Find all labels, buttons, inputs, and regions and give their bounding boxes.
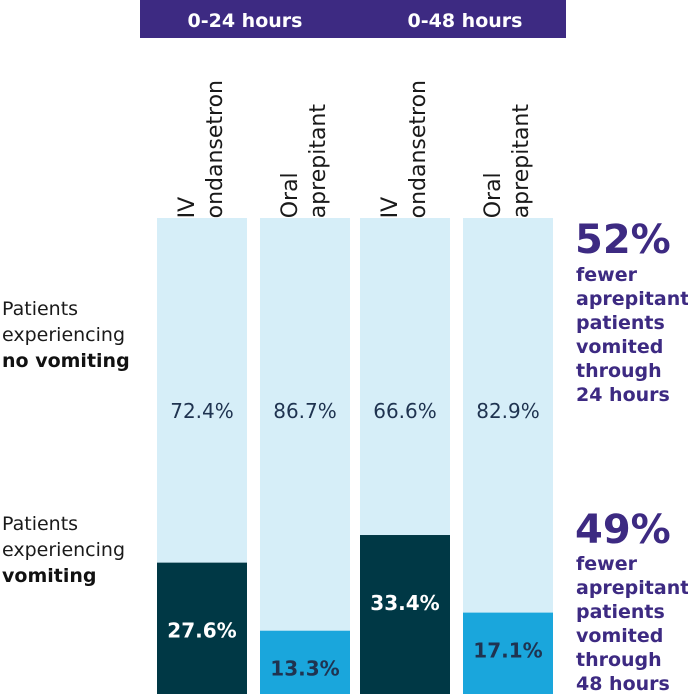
label-vomiting-3: 17.1%: [473, 639, 542, 663]
callout-49-text: fewer aprepitant patients vomited throug…: [576, 553, 688, 695]
bar-vomiting-3: [463, 612, 553, 694]
bar-vomiting-0: [157, 562, 247, 694]
label-no-vomiting-0: 72.4%: [170, 399, 234, 423]
row-label-vomiting: Patients experiencing vomiting: [2, 513, 125, 587]
bar-vomiting-2: [360, 535, 450, 694]
bar-no-vomiting-1: [260, 218, 350, 631]
period-label-24h: 0-24 hours: [187, 10, 303, 32]
bar-no-vomiting-3: [463, 218, 553, 613]
label-no-vomiting-1: 86.7%: [273, 399, 337, 423]
label-vomiting-0: 27.6%: [167, 619, 236, 643]
bar-vomiting-1: [260, 630, 350, 694]
period-label-48h: 0-48 hours: [407, 10, 523, 32]
label-vomiting-1: 13.3%: [270, 657, 339, 681]
label-no-vomiting-3: 82.9%: [476, 399, 540, 423]
callout-52-text: fewer aprepitant patients vomited throug…: [576, 264, 688, 406]
callout-52-value: 52%: [575, 217, 671, 263]
period-header-bar: [140, 0, 566, 38]
row-label-no-vomiting: Patients experiencing no vomiting: [2, 298, 130, 372]
label-no-vomiting-2: 66.6%: [373, 399, 437, 423]
bar-no-vomiting-2: [360, 218, 450, 536]
label-vomiting-2: 33.4%: [370, 591, 439, 615]
callout-49-value: 49%: [575, 507, 671, 553]
bar-no-vomiting-0: [157, 218, 247, 563]
